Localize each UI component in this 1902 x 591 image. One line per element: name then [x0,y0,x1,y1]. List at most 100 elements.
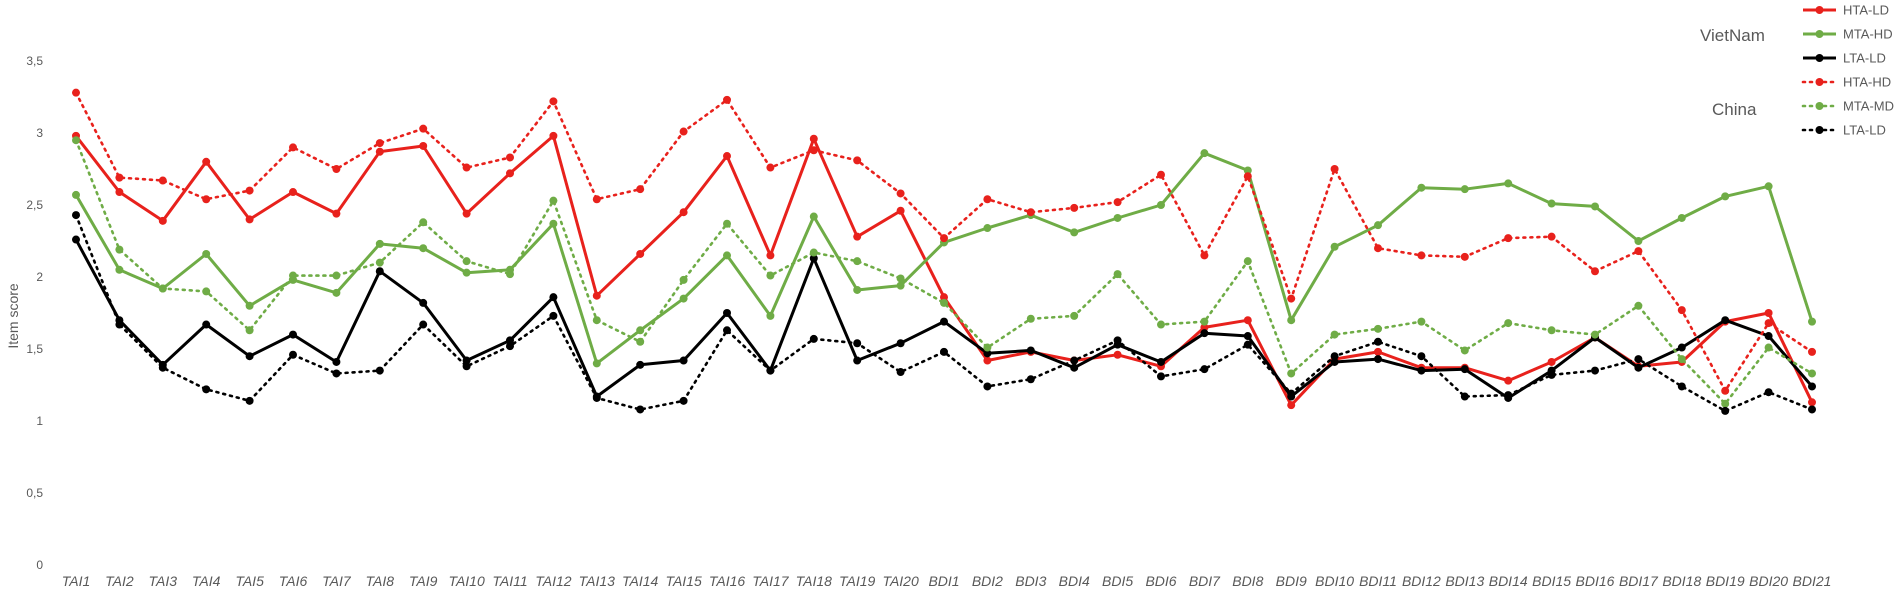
data-point [1677,306,1686,315]
data-point [1113,350,1122,359]
data-point [679,275,688,284]
data-point [592,393,601,402]
data-point [1330,165,1339,173]
data-point [1113,336,1122,345]
data-point [1070,363,1079,372]
data-point [1243,340,1252,349]
data-point [940,347,948,356]
data-point [1808,382,1816,391]
data-point [853,156,862,165]
legend-swatch-marker [1815,6,1824,14]
data-point [202,385,211,394]
x-category-label: TAI8 [366,573,395,589]
data-point [115,320,124,329]
data-point [158,363,167,372]
data-point [202,320,211,329]
legend-item: MTA-MD [1801,99,1894,114]
legend-swatch-marker [1815,78,1824,86]
data-point [1721,406,1730,415]
data-point [1374,355,1382,364]
data-point [1243,172,1252,181]
data-point [419,218,428,227]
data-point [940,234,948,243]
data-point [1287,316,1296,325]
x-category-label: BDI12 [1402,573,1441,589]
data-point [679,396,688,405]
x-axis-category-labels: TAI1 TAI2 TAI3 TAI4 TAI5 TAI6 TAI7 TAI8 TAI9 TAI1… [62,573,1832,589]
x-category-label: BDI19 [1706,573,1745,589]
legend-item: HTA-LD [1803,3,1889,18]
data-point [853,257,862,266]
x-category-label: BDI4 [1059,573,1090,589]
x-category-label: TAI13 [579,573,616,589]
x-category-label: TAI15 [665,573,702,589]
data-point [1721,192,1730,201]
data-point [636,249,645,258]
data-point [245,301,254,310]
data-point [853,285,862,294]
data-point [332,271,341,280]
data-point [636,326,645,335]
data-point [375,139,384,148]
data-point [1591,267,1599,276]
data-point [592,291,601,300]
data-point [809,134,818,143]
data-point [419,124,428,133]
data-point [1504,179,1513,188]
legend-item: LTA-LD [1801,123,1886,138]
data-point [1504,376,1513,385]
data-point [1417,251,1426,260]
data-point [375,366,384,375]
legend-label: HTA-HD [1843,75,1891,90]
x-category-label: TAI2 [105,573,134,589]
data-point [1634,237,1643,245]
data-point [549,311,558,320]
data-point [1243,316,1252,325]
data-point [1591,366,1599,375]
data-point [1200,317,1209,326]
data-point [679,294,688,303]
data-point [636,185,645,194]
y-tick-label: 1 [36,414,43,428]
data-point [592,359,601,368]
data-point [853,339,862,348]
data-point [1721,316,1730,325]
legend-label: MTA-MD [1843,99,1894,114]
x-category-label: TAI3 [149,573,178,589]
x-category-label: TAI1 [62,573,91,589]
x-category-label: BDI21 [1793,573,1832,589]
data-point [1026,375,1035,384]
data-point [72,88,80,97]
data-point [1504,391,1513,400]
data-point [1417,352,1426,361]
data-point [766,251,775,260]
data-point [766,366,775,375]
data-point [940,298,948,307]
x-category-label: BDI15 [1532,573,1571,589]
y-tick-label: 2 [36,270,43,284]
data-point [1764,182,1773,191]
data-point [419,320,428,329]
data-point [766,311,775,320]
series-1 [72,149,1816,368]
data-point [115,188,124,197]
data-point [1460,392,1469,401]
x-category-label: BDI11 [1359,573,1397,589]
x-category-label: BDI7 [1189,573,1221,589]
x-category-label: BDI10 [1315,573,1354,589]
data-point [506,153,514,162]
data-point [1547,370,1556,379]
data-point [289,271,297,280]
data-point [462,209,471,218]
y-tick-label: 3 [36,126,43,140]
legend-label: LTA-LD [1843,123,1886,138]
x-category-label: BDI6 [1145,573,1176,589]
data-point [1200,251,1209,260]
data-point [72,211,80,220]
data-point [1200,329,1209,338]
data-point [419,298,428,307]
data-point [1808,347,1816,356]
data-point [289,330,297,339]
data-point [1026,346,1035,355]
data-point [202,157,211,166]
